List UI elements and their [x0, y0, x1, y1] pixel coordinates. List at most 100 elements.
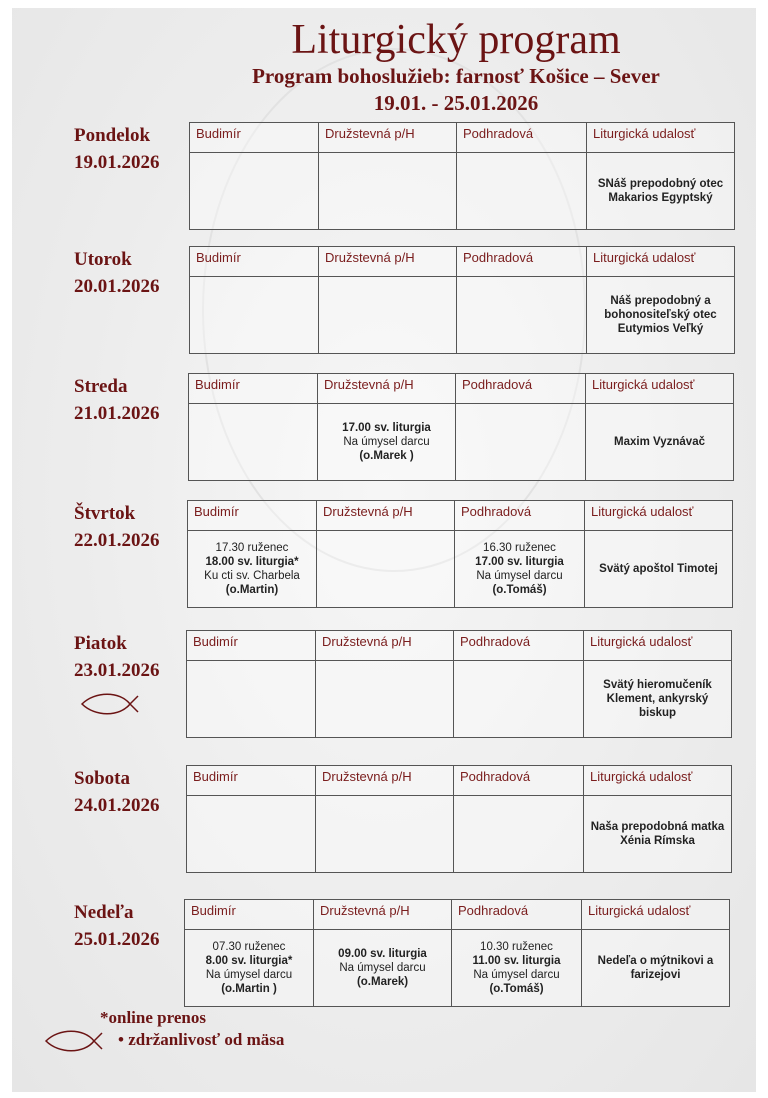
column-header: Podhradová — [453, 765, 584, 796]
cell-line: Maxim Vyznávač — [614, 436, 705, 448]
cell-line: Svätý apoštol Timotej — [599, 563, 718, 575]
cell-line: (o.Tomáš) — [489, 983, 544, 995]
day-label: Pondelok 19.01.2026 — [74, 122, 160, 176]
table-row: 17.30 ruženec 18.00 sv. liturgia* Ku cti s… — [187, 530, 733, 608]
schedule-table: Budimír Družstevná p/H Podhradová Liturgick… — [188, 373, 734, 481]
day-name: Nedeľa — [74, 902, 134, 923]
cell-line: (o.Tomáš) — [492, 584, 547, 596]
schedule-cell: Svätý apoštol Timotej — [584, 530, 733, 608]
day-name: Streda — [74, 376, 128, 397]
column-header: Družstevná p/H — [318, 122, 457, 153]
fish-icon — [44, 1030, 103, 1052]
fish-icon — [80, 693, 139, 715]
schedule-cell: 07.30 ruženec 8.00 sv. liturgia* Na úmysel… — [184, 929, 314, 1007]
column-header: Budimír — [186, 765, 316, 796]
day-date: 22.01.2026 — [74, 530, 160, 551]
cell-line: (o.Marek) — [356, 976, 409, 988]
schedule-cell — [189, 276, 319, 354]
column-header: Družstevná p/H — [315, 630, 454, 661]
cell-line: Na úmysel darcu — [473, 969, 560, 981]
day-date: 23.01.2026 — [74, 660, 160, 681]
cell-line: 10.30 ruženec — [480, 941, 553, 953]
table-row: Svätý hieromučeník Klement, ankyrský bis… — [186, 660, 732, 738]
cell-line: Na úmysel darcu — [205, 969, 293, 981]
column-header: Podhradová — [454, 500, 585, 531]
schedule-cell — [456, 276, 587, 354]
day-label: Sobota 24.01.2026 — [74, 765, 160, 819]
header-row: Budimír Družstevná p/H Podhradová Liturgick… — [186, 765, 732, 796]
schedule-cell: 17.30 ruženec 18.00 sv. liturgia* Ku cti s… — [187, 530, 317, 608]
cell-line: 17.30 ruženec — [215, 542, 289, 554]
schedule-cell: Svätý hieromučeník Klement, ankyrský bis… — [583, 660, 732, 738]
schedule-cell — [456, 152, 587, 230]
column-header: Liturgická udalosť — [586, 246, 735, 277]
schedule-cell — [453, 795, 584, 873]
schedule-cell: Náš prepodobný a bohonositeľský otec Eut… — [586, 276, 735, 354]
schedule-cell: 16.30 ruženec 17.00 sv. liturgia Na úmysel… — [454, 530, 585, 608]
column-header: Podhradová — [455, 373, 586, 404]
schedule-cell: 10.30 ruženec 11.00 sv. liturgia Na úmysel… — [451, 929, 582, 1007]
schedule-cell: 17.00 sv. liturgia Na úmysel darcu (o.Mare… — [317, 403, 456, 481]
column-header: Podhradová — [451, 899, 582, 930]
table-row: 07.30 ruženec 8.00 sv. liturgia* Na úmysel… — [184, 929, 730, 1007]
schedule-cell — [455, 403, 586, 481]
column-header: Liturgická udalosť — [583, 630, 732, 661]
schedule-cell: 09.00 sv. liturgia Na úmysel darcu (o.Mare… — [313, 929, 452, 1007]
schedule-cell — [318, 152, 457, 230]
schedule-cell — [318, 276, 457, 354]
day-name: Štvrtok — [74, 503, 136, 524]
cell-line: (o.Martin ) — [221, 983, 277, 995]
schedule-table: Budimír Družstevná p/H Podhradová Liturgick… — [186, 630, 732, 738]
cell-line: 17.00 sv. liturgia — [475, 556, 564, 568]
schedule-cell — [189, 152, 319, 230]
column-header: Budimír — [184, 899, 314, 930]
cell-line: Ku cti sv. Charbela — [204, 570, 300, 582]
cell-line: 09.00 sv. liturgia — [338, 948, 427, 960]
cell-line: SNáš prepodobný otec Makarios Egyptský — [597, 178, 724, 204]
schedule-cell: Maxim Vyznávač — [585, 403, 734, 481]
column-header: Družstevná p/H — [313, 899, 452, 930]
column-header: Družstevná p/H — [317, 373, 456, 404]
table-row: Naša prepodobná matka Xénia Rímska — [186, 795, 732, 873]
schedule-cell — [316, 530, 455, 608]
schedule-cell — [453, 660, 584, 738]
schedule-table: Budimír Družstevná p/H Podhradová Liturgick… — [189, 246, 735, 354]
day-label: Štvrtok 22.01.2026 — [74, 500, 160, 554]
date-range: 19.01. - 25.01.2026 — [373, 91, 539, 115]
schedule-cell — [188, 403, 318, 481]
schedule-cell: SNáš prepodobný otec Makarios Egyptský — [586, 152, 735, 230]
column-header: Liturgická udalosť — [583, 765, 732, 796]
table-row: 17.00 sv. liturgia Na úmysel darcu (o.Mare… — [188, 403, 734, 481]
column-header: Družstevná p/H — [315, 765, 454, 796]
column-header: Družstevná p/H — [316, 500, 455, 531]
cell-line: 18.00 sv. liturgia* — [205, 556, 299, 568]
table-row: SNáš prepodobný otec Makarios Egyptský — [189, 152, 735, 230]
header-row: Budimír Družstevná p/H Podhradová Liturgick… — [188, 373, 734, 404]
column-header: Budimír — [189, 122, 319, 153]
column-header: Budimír — [188, 373, 318, 404]
column-header: Budimír — [189, 246, 319, 277]
column-header: Budimír — [187, 500, 317, 531]
cell-line: 16.30 ruženec — [483, 542, 556, 554]
header-row: Budimír Družstevná p/H Podhradová Liturgick… — [187, 500, 733, 531]
cell-line: Náš prepodobný a bohonositeľský otec Eut… — [604, 295, 717, 335]
day-label: Piatok 23.01.2026 — [74, 630, 160, 684]
schedule-cell — [315, 660, 454, 738]
day-label: Utorok 20.01.2026 — [74, 246, 160, 300]
column-header: Liturgická udalosť — [586, 122, 735, 153]
page-subtitle: Program bohoslužieb: farnosť Košice – Se… — [252, 64, 660, 88]
schedule-cell — [186, 660, 316, 738]
cell-line: 8.00 sv. liturgia* — [205, 955, 293, 967]
column-header: Podhradová — [456, 246, 587, 277]
cell-line: (o.Martin) — [225, 584, 279, 596]
day-name: Pondelok — [74, 125, 151, 146]
cell-line: Svätý hieromučeník Klement, ankyrský bis… — [603, 679, 712, 719]
cell-line: 11.00 sv. liturgia — [472, 955, 561, 967]
day-name: Piatok — [74, 633, 127, 654]
schedule-cell: Naša prepodobná matka Xénia Rímska — [583, 795, 732, 873]
column-header: Liturgická udalosť — [581, 899, 730, 930]
online-note: *online prenos — [100, 1008, 206, 1027]
cell-line: (o.Marek ) — [359, 450, 414, 462]
page-title: Liturgický program — [291, 17, 621, 63]
